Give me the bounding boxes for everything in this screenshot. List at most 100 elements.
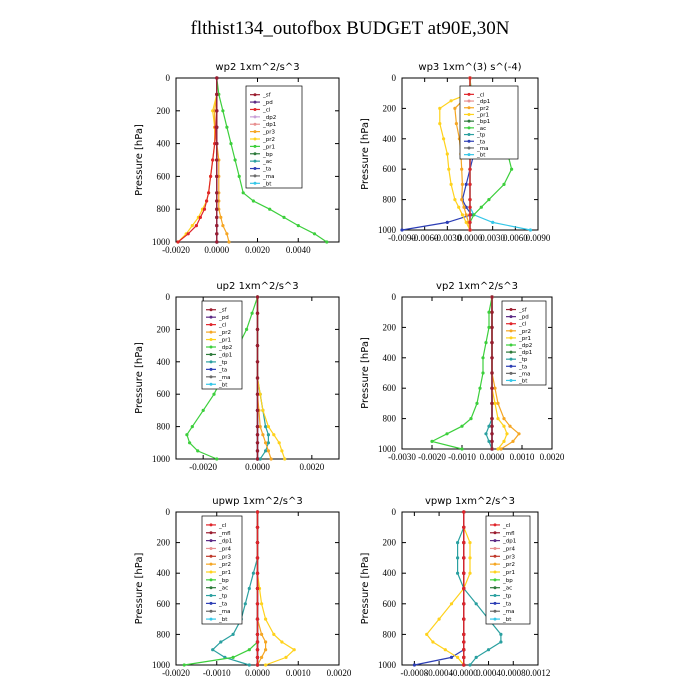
legend-marker xyxy=(209,531,213,535)
data-point xyxy=(508,424,512,428)
data-point xyxy=(190,224,194,228)
data-point xyxy=(481,356,485,360)
data-point xyxy=(251,571,255,575)
legend-entry: _dp1 xyxy=(218,539,232,545)
data-point xyxy=(255,556,260,560)
data-point xyxy=(255,392,260,396)
x-tick-label: 0.0020 xyxy=(327,668,352,678)
legend-marker xyxy=(467,112,471,116)
data-point xyxy=(456,541,460,545)
legend-marker xyxy=(509,371,513,375)
legend-marker xyxy=(509,322,513,326)
data-point xyxy=(474,655,478,660)
data-point xyxy=(468,213,472,217)
data-point xyxy=(186,232,190,236)
data-point xyxy=(462,648,466,652)
legend-entry: _sf xyxy=(218,308,228,314)
data-point xyxy=(264,640,268,644)
legend-entry: _pr3 xyxy=(262,130,276,136)
data-point xyxy=(190,425,194,429)
data-point xyxy=(207,191,211,195)
data-point xyxy=(211,648,215,652)
data-point xyxy=(445,152,449,156)
data-point xyxy=(475,401,479,405)
x-tick-label: 0.0000 xyxy=(245,668,270,678)
data-point xyxy=(499,632,503,637)
data-point xyxy=(490,439,494,443)
data-point xyxy=(255,425,260,429)
data-point xyxy=(272,433,276,437)
legend-marker xyxy=(253,107,257,111)
data-point xyxy=(185,433,189,437)
data-point xyxy=(490,295,494,299)
data-point xyxy=(490,401,494,405)
legend-marker xyxy=(253,137,257,141)
legend-entry: _pr4 xyxy=(218,546,232,552)
y-axis-label: Pressure [hPa] xyxy=(134,553,145,625)
legend-entry: _cl xyxy=(476,92,485,98)
legend-marker xyxy=(493,523,497,527)
data-point xyxy=(468,182,472,186)
data-point xyxy=(215,240,219,244)
legend-entry: _cl xyxy=(518,322,527,328)
data-point xyxy=(462,602,466,606)
data-point xyxy=(496,447,500,451)
data-point xyxy=(325,240,329,244)
data-point xyxy=(277,441,281,445)
y-tick-label: 200 xyxy=(383,322,397,332)
data-point xyxy=(215,232,219,236)
legend-marker xyxy=(493,539,497,543)
data-point xyxy=(400,228,404,232)
y-tick-label: 600 xyxy=(383,383,397,393)
data-point xyxy=(487,310,491,314)
chart-3: up2 1xm^2/s^3 Pressure [hPa] 0 200 400 600 800… xyxy=(134,281,340,472)
legend-marker xyxy=(467,153,471,157)
legend-entry: _tp xyxy=(502,594,512,600)
data-point xyxy=(490,325,494,329)
legend: _cl _mfl _dp1_pr4 _pr3 _pr2 _pr1 _bp _ac _tp_ta _… xyxy=(485,515,531,625)
data-point xyxy=(468,205,472,209)
legend-marker xyxy=(253,167,257,171)
x-tick-label: 0.0090 xyxy=(526,233,551,243)
data-point xyxy=(255,408,260,412)
x-tick-label: 0.0020 xyxy=(299,462,324,472)
y-tick-label: 600 xyxy=(383,599,397,609)
legend-marker xyxy=(209,601,213,605)
data-point xyxy=(215,191,219,195)
legend-entry: _pr4 xyxy=(502,546,516,552)
legend-marker xyxy=(509,308,513,312)
legend-entry: _tp xyxy=(476,133,486,139)
legend: _sf_pd_cl_pr2_pr1_dp2_dp1_tp_ta_ma_bt xyxy=(501,300,547,386)
x-tick-label: 0.0004 xyxy=(476,668,501,678)
legend-marker xyxy=(209,594,213,598)
legend-marker xyxy=(209,308,213,312)
y-tick-label: 400 xyxy=(157,568,171,578)
data-point xyxy=(284,655,288,660)
x-tick-label: -0.0004 xyxy=(425,668,453,678)
data-point xyxy=(445,432,449,436)
data-point xyxy=(490,447,494,451)
legend-marker xyxy=(509,315,513,319)
data-point xyxy=(493,401,497,405)
x-tick-label: 0.0012 xyxy=(526,668,551,678)
x-tick-label: -0.0010 xyxy=(448,452,476,462)
data-point xyxy=(462,571,466,575)
data-point xyxy=(250,311,254,315)
y-tick-label: 0 xyxy=(392,292,397,302)
data-point xyxy=(493,386,497,390)
legend-marker xyxy=(467,139,471,143)
data-point xyxy=(462,510,466,514)
legend-marker xyxy=(467,92,471,96)
data-point xyxy=(255,433,260,437)
legend-marker xyxy=(493,578,497,582)
legend-entry: _ac xyxy=(218,586,228,592)
y-tick-label: 600 xyxy=(157,171,171,181)
legend-marker xyxy=(493,531,497,535)
data-point xyxy=(449,99,453,103)
data-point xyxy=(490,310,494,314)
data-point xyxy=(241,191,245,195)
legend: _cl _mfl _dp1_pr4 _pr3 _pr2 _pr1 _bp _ac _tp_ta _… xyxy=(201,515,243,625)
legend-entry: _pr1 xyxy=(518,336,531,342)
legend-entry: _ma xyxy=(518,371,530,377)
